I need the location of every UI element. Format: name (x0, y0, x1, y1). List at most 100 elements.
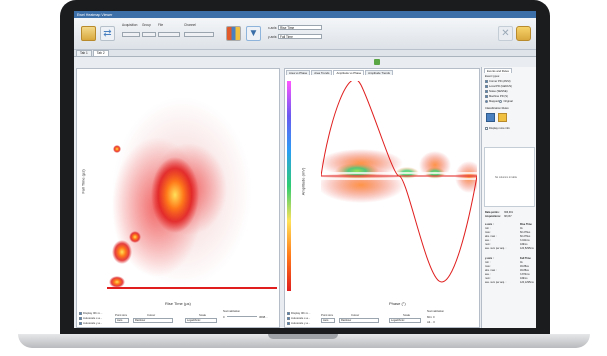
right-point-size-select[interactable]: Auto (321, 318, 335, 323)
y-axis-select[interactable]: Fall Time (278, 34, 322, 39)
stat-key: max : (485, 265, 492, 268)
right-normalization-label: Normalization (427, 309, 445, 313)
stat-key: abs. max : (485, 235, 497, 238)
mode-original-label: Original (503, 100, 513, 104)
stat-value: 49.88us (520, 265, 529, 268)
event-type-item[interactable]: Noise (SENSE) (485, 90, 508, 93)
y-axis-stats-label: y-axis : (485, 257, 494, 260)
event-types-label: Event types: (485, 75, 500, 78)
left-scale-select[interactable]: Logarithmic (185, 318, 217, 323)
right-plot-tabs: Area vs Phase Area Trends Amplitude vs P… (286, 70, 394, 75)
right-plot-canvas[interactable] (321, 81, 477, 293)
event-type-label: Local PD (GENUS) (489, 85, 512, 89)
right-autoscale-x-checkbox[interactable]: Autoscale x-a... (287, 316, 310, 320)
right-autoscale-y-checkbox[interactable]: Autoscale y-a... (287, 321, 310, 325)
checkbox-icon (485, 85, 488, 88)
left-display-gridlines-checkbox[interactable]: Display 0th ro... (79, 311, 102, 315)
right-norm-max: Ali... 0 (427, 320, 435, 324)
stat-value: 449ms (520, 277, 528, 280)
display-more-info-checkbox[interactable]: Display more info (485, 127, 510, 130)
left-colour-label: Colour (147, 313, 156, 317)
right-colour-label: Colour (351, 313, 360, 317)
right-y-axis-title: Amplitude (mV) (300, 167, 306, 196)
stat-value: 60.276us (520, 231, 531, 234)
right-plot-panel: Area vs Phase Area Trends Amplitude vs P… (284, 68, 480, 328)
collapse-arrow-icon[interactable] (374, 59, 380, 65)
right-norm-min: Min: 0 (427, 315, 435, 319)
app-window: Ewel Heatmap Viewer ⇄ Acquisition Group … (74, 11, 536, 328)
left-autoscale-x-checkbox[interactable]: Autoscale x-a... (79, 316, 102, 320)
group-combo[interactable] (142, 32, 156, 37)
x-axis-stats-label: x-axis : (485, 223, 494, 226)
stat-key: ave. sum per acq. : (485, 247, 507, 250)
edit-rule-icon[interactable] (498, 113, 507, 122)
lock-icon[interactable] (516, 26, 531, 41)
stat-value: 60.276us (520, 235, 531, 238)
events-rules-tab[interactable]: Events and Rules (484, 68, 512, 73)
tools-icon[interactable]: ✕ (498, 26, 513, 41)
x-axis-label: x-axis: (268, 26, 278, 30)
event-type-label: Machine PD (S) (489, 95, 508, 99)
right-heatmap (321, 81, 477, 283)
add-rule-icon[interactable] (486, 113, 495, 122)
stat-value: 3.874ms (520, 273, 530, 276)
acquisitions-label: Acquisitions: (485, 215, 501, 218)
tab-area-vs-phase[interactable]: Area vs Phase (286, 70, 311, 75)
x-axis-stats-value: Rise Time (520, 223, 532, 226)
stat-value: 0s (520, 227, 523, 230)
right-autoscale-x-label: Autoscale x-a... (291, 316, 311, 320)
checkbox-icon (485, 127, 488, 130)
classification-rules-label: Classification Rules: (485, 107, 510, 110)
left-point-size-label: Point size (115, 313, 128, 317)
tab-amplitude-vs-phase[interactable]: Amplitude vs Phase (333, 70, 365, 75)
mode-radio-group[interactable]: Mapped Original (485, 100, 513, 103)
stat-value: 3.041ms (520, 239, 530, 242)
left-autoscale-x-label: Autoscale x-a... (83, 316, 103, 320)
right-point-size-label: Point size (321, 313, 334, 317)
left-normalization-label: Normalization (223, 309, 241, 313)
left-colour-select[interactable]: Rainbow (133, 318, 173, 323)
stat-key: abs. max : (485, 269, 497, 272)
left-plot-canvas[interactable] (107, 77, 277, 293)
checkbox-icon (79, 316, 82, 320)
info-table: No columns in table (484, 147, 535, 207)
laptop-notch (268, 334, 338, 339)
checkbox-icon (79, 311, 82, 315)
tab-2[interactable]: Tab 2 (92, 50, 109, 56)
left-heat-spot-4 (113, 145, 121, 153)
channel-combo[interactable] (184, 32, 214, 37)
file-combo[interactable] (158, 32, 180, 37)
event-type-item[interactable]: Machine PD (S) (485, 95, 508, 98)
stat-key: ave. sum per acq. : (485, 281, 507, 284)
right-gridlines-label: Display 0th ro... (291, 311, 311, 315)
left-norm-slider[interactable] (227, 316, 257, 317)
y-axis-label: y-axis: (268, 35, 278, 39)
left-y-axis-title: Fall Time (µs) (80, 169, 86, 194)
event-type-item[interactable]: Corner PD (ANSI) (485, 80, 511, 83)
checkbox-icon (485, 95, 488, 98)
right-scale-select[interactable]: Logarithmic (389, 318, 421, 323)
right-colour-select[interactable]: Rainbow (339, 318, 379, 323)
left-autoscale-y-checkbox[interactable]: Autoscale y-a... (79, 321, 102, 325)
event-type-item[interactable]: Local PD (GENUS) (485, 85, 512, 88)
tab-amplitude-trends[interactable]: Amplitude Trends (365, 70, 393, 75)
refresh-icon[interactable]: ⇄ (100, 26, 115, 41)
acquisition-combo[interactable] (122, 32, 140, 37)
left-point-size-select[interactable]: Auto (115, 318, 129, 323)
stat-key: num : (485, 277, 492, 280)
left-plot-panel: Rise Time (µs) Fall Time (µs) Display 0t… (76, 68, 280, 328)
left-norm-min: 0 (223, 315, 225, 319)
right-display-gridlines-checkbox[interactable]: Display 0th ro... (287, 311, 310, 315)
mode-mapped-label: Mapped (489, 100, 499, 104)
open-folder-icon[interactable] (81, 26, 96, 41)
right-heat-cluster-1 (335, 163, 379, 179)
bar-chart-icon[interactable] (226, 26, 241, 41)
color-scale-bar (287, 81, 291, 291)
laptop-base (18, 334, 590, 348)
x-axis-select[interactable]: Rise Time (278, 25, 322, 30)
tab-1[interactable]: Tab 1 (76, 50, 92, 56)
left-heat-spot-3 (109, 276, 125, 288)
tab-area-trends[interactable]: Area Trends (311, 70, 333, 75)
filter-icon[interactable]: ▼ (246, 26, 261, 41)
left-scale-label: Scale (199, 313, 206, 317)
